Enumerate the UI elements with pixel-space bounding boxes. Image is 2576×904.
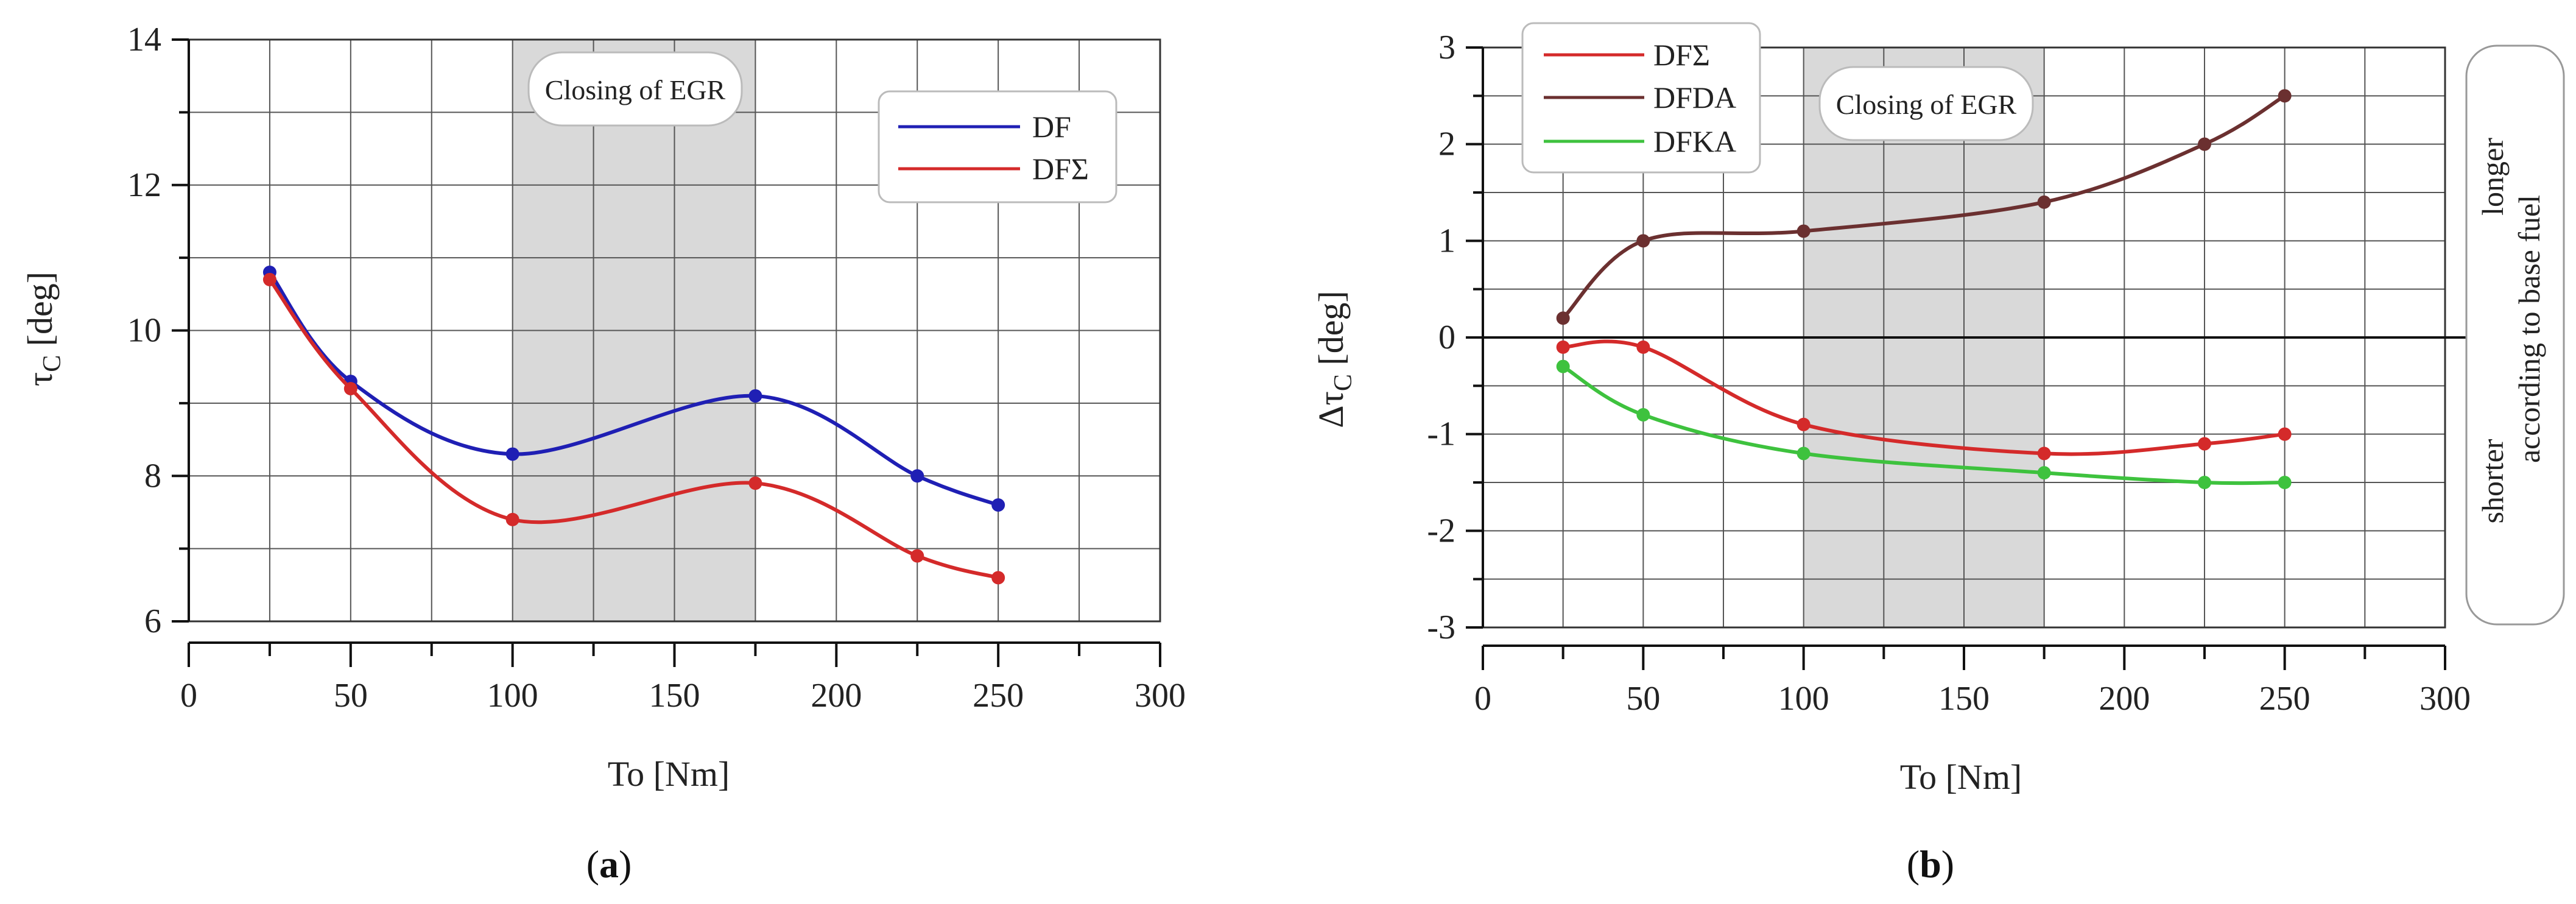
panel-a-egr-label: Closing of EGR [545, 74, 726, 105]
y-tick-label: -2 [1427, 512, 1455, 549]
y-tick-label: 10 [127, 312, 161, 350]
y-tick-label: -3 [1427, 609, 1455, 646]
data-point [2278, 89, 2292, 103]
y-tick-label: 3 [1438, 29, 1455, 66]
legend-label-dfda: DFDA [1653, 80, 1736, 115]
x-tick-label: 150 [649, 677, 700, 715]
data-point [748, 389, 762, 403]
x-tick-label: 200 [2099, 680, 2150, 718]
data-point [505, 512, 519, 526]
panel-a-y-axis-title: τC [deg] [20, 272, 66, 386]
x-tick-label: 100 [487, 677, 538, 715]
data-point [1556, 359, 1570, 373]
y-tick-label: 12 [127, 166, 161, 204]
data-point [2278, 427, 2292, 441]
data-point [910, 469, 924, 483]
panel-b-y-axis-title: ΔτC [deg] [1311, 291, 1357, 428]
panel-b-shaded-label: Closing of EGR [1818, 66, 2034, 141]
x-tick-label: 300 [2419, 680, 2471, 718]
x-tick-label: 0 [180, 677, 197, 715]
data-point [1797, 417, 1811, 431]
panel-a-legend: DF DFΣ [878, 90, 1117, 203]
panel-b-egr-label: Closing of EGR [1836, 89, 2017, 120]
y-tick-label: 0 [1438, 319, 1455, 356]
panel-b-legend: DFΣ DFDA DFKA [1521, 22, 1761, 174]
panel-a-caption: (a) [586, 842, 632, 886]
data-point [505, 447, 519, 461]
series-line-df [268, 278, 999, 580]
data-point [910, 549, 924, 563]
x-tick-label: 200 [811, 677, 862, 715]
data-point [2037, 466, 2051, 480]
panel-a-chart: 0 50 100 150 200 250 300 6 8 10 12 14 Closing of EG… [20, 21, 1186, 886]
data-point [1797, 224, 1811, 238]
side-note-longer: longer [2476, 138, 2510, 216]
data-point [2198, 137, 2211, 151]
legend-label-dfsigma: DFΣ [1032, 152, 1089, 186]
data-point [1797, 447, 1811, 461]
data-point [343, 382, 357, 395]
x-tick-label: 300 [1135, 677, 1186, 715]
legend-label-dfka: DFKA [1653, 124, 1736, 158]
x-tick-label: 0 [1474, 680, 1491, 718]
data-point [2037, 447, 2051, 461]
x-tick-label: 250 [973, 677, 1024, 715]
data-point [1556, 311, 1570, 325]
data-point [991, 498, 1005, 512]
x-tick-label: 50 [334, 677, 368, 715]
panel-a-x-axis-title: To [Nm] [608, 754, 730, 794]
legend-label-df: DF [1032, 110, 1071, 144]
x-tick-label: 100 [1778, 680, 1829, 718]
data-point [2198, 476, 2211, 489]
y-tick-label: 2 [1438, 125, 1455, 163]
x-tick-label: 150 [1938, 680, 1990, 718]
data-point [748, 476, 762, 490]
data-point [1556, 340, 1570, 354]
x-tick-label: 50 [1626, 680, 1660, 718]
data-point [1636, 340, 1650, 354]
panel-a-shaded-label: Closing of EGR [527, 51, 743, 127]
y-tick-label: 6 [144, 602, 161, 640]
data-point [1636, 234, 1650, 248]
y-tick-label: 8 [144, 457, 161, 495]
data-point [1636, 408, 1650, 422]
data-point [991, 571, 1005, 585]
y-tick-label: 1 [1438, 222, 1455, 260]
data-point [262, 272, 276, 286]
side-note-base-fuel: according to base fuel [2512, 195, 2546, 463]
y-tick-label: 14 [127, 21, 161, 58]
legend-label-dfsigma: DFΣ [1653, 38, 1710, 72]
data-point [2278, 476, 2292, 489]
panel-b-caption: (b) [1907, 842, 1954, 886]
side-note-shorter: shorter [2476, 439, 2510, 523]
x-tick-label: 250 [2259, 680, 2310, 718]
data-point [2037, 195, 2051, 209]
panel-b-x-axis-title: To [Nm] [1900, 757, 2022, 797]
data-point [2198, 437, 2211, 451]
panel-b-side-note: longer according to base fuel shorter [2465, 44, 2565, 626]
panel-b-chart: 0 50 100 150 200 250 300 -3 -2 -1 0 1 2 3 Closing of … [1311, 22, 2565, 886]
y-tick-label: -1 [1427, 415, 1455, 453]
